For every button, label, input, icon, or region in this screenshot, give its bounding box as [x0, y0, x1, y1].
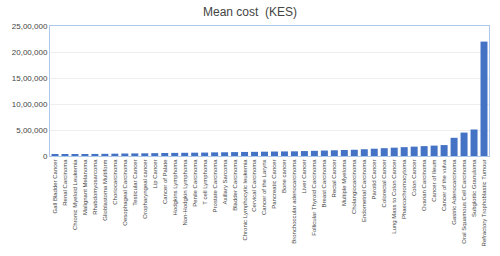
svg-text:Gastric Adenocarcinoma: Gastric Adenocarcinoma	[451, 159, 457, 225]
svg-text:Mean cost (KES): Mean cost (KES)	[203, 5, 297, 19]
svg-text:Rhabdomyosarcoma: Rhabdomyosarcoma	[92, 159, 98, 215]
svg-text:Cancer of the vulva: Cancer of the vulva	[441, 159, 447, 211]
svg-text:Refractory Trophoblastic Tumou: Refractory Trophoblastic Tumour	[481, 159, 487, 246]
svg-text:Chronic Lymphocytic leukemia: Chronic Lymphocytic leukemia	[242, 159, 248, 241]
svg-text:5,00,000: 5,00,000	[16, 126, 48, 135]
svg-text:0: 0	[43, 152, 48, 161]
svg-text:Breast Carcinoma: Breast Carcinoma	[321, 159, 327, 208]
svg-text:Cancer of Ileum: Cancer of Ileum	[431, 159, 437, 201]
svg-text:Bone cancer: Bone cancer	[281, 159, 287, 193]
svg-text:Bronchoccular adenocarcinoma: Bronchoccular adenocarcinoma	[291, 159, 297, 244]
svg-text:20,00,000: 20,00,000	[12, 48, 48, 57]
svg-text:Follicular Thyroid Carcinoma: Follicular Thyroid Carcinoma	[311, 159, 317, 236]
svg-text:Liver Cancer: Liver Cancer	[301, 159, 307, 193]
svg-text:Prostate Carcinoma: Prostate Carcinoma	[212, 159, 218, 213]
svg-text:Testicular Cancer: Testicular Cancer	[132, 159, 138, 205]
svg-text:Non-Hodgkin Lymphoma: Non-Hodgkin Lymphoma	[182, 159, 188, 226]
svg-text:T cell Lymphoma: T cell Lymphoma	[202, 159, 208, 205]
svg-text:Oral Squamous Cell Carcinoma: Oral Squamous Cell Carcinoma	[461, 159, 467, 244]
svg-text:Cancer of Palate: Cancer of Palate	[162, 159, 168, 204]
svg-text:Penile Carcinoma: Penile Carcinoma	[192, 159, 198, 207]
svg-text:10,00,000: 10,00,000	[12, 100, 48, 109]
svg-text:Phaecochromocytoma: Phaecochromocytoma	[401, 159, 407, 219]
svg-text:25,00,000: 25,00,000	[12, 22, 48, 31]
svg-text:Glioblastoma Multiform: Glioblastoma Multiform	[102, 159, 108, 220]
svg-text:Oesophageal Carcinoma: Oesophageal Carcinoma	[122, 159, 128, 226]
svg-text:Rectal Cancer: Rectal Cancer	[331, 159, 337, 197]
svg-text:Cancer of the Larynx: Cancer of the Larynx	[261, 159, 267, 215]
svg-text:Multiple Myeloma: Multiple Myeloma	[341, 159, 347, 206]
svg-text:Colorectal Cancer: Colorectal Cancer	[381, 159, 387, 207]
svg-text:Malignant Melanoma: Malignant Melanoma	[82, 159, 88, 215]
svg-text:Cervical Carcinoma: Cervical Carcinoma	[251, 159, 257, 212]
svg-text:Cholangiocarcinoma: Cholangiocarcinoma	[351, 159, 357, 214]
svg-text:Axillary Sarcoma: Axillary Sarcoma	[222, 159, 228, 205]
svg-text:Hodgkins Lymphoma: Hodgkins Lymphoma	[172, 159, 178, 216]
svg-text:Oropharyngeal cancer: Oropharyngeal cancer	[142, 159, 148, 218]
svg-text:Choriocarcinoma: Choriocarcinoma	[112, 159, 118, 205]
svg-text:Chronic Myeloid Leukemia: Chronic Myeloid Leukemia	[72, 159, 78, 230]
svg-text:Renal Carcinoma: Renal Carcinoma	[62, 159, 68, 206]
svg-text:15,00,000: 15,00,000	[12, 74, 48, 83]
svg-text:Lip Cancer: Lip Cancer	[152, 159, 158, 188]
svg-text:Ovarian Carcinoma: Ovarian Carcinoma	[421, 159, 427, 211]
svg-text:Subglottic Granuloma: Subglottic Granuloma	[471, 159, 477, 217]
svg-text:Gall Bladder Cancer: Gall Bladder Cancer	[52, 159, 58, 213]
svg-text:Bladder Carcinoma: Bladder Carcinoma	[232, 159, 238, 211]
svg-text:Endometrial Carcinoma: Endometrial Carcinoma	[361, 159, 367, 222]
svg-text:Parotid Cancer: Parotid Cancer	[371, 159, 377, 199]
svg-text:Pancreatic Cancer: Pancreatic Cancer	[271, 159, 277, 208]
svg-text:Lung Mass to Colon Cancer: Lung Mass to Colon Cancer	[391, 159, 397, 233]
svg-text:Colon Cancer: Colon Cancer	[411, 159, 417, 196]
